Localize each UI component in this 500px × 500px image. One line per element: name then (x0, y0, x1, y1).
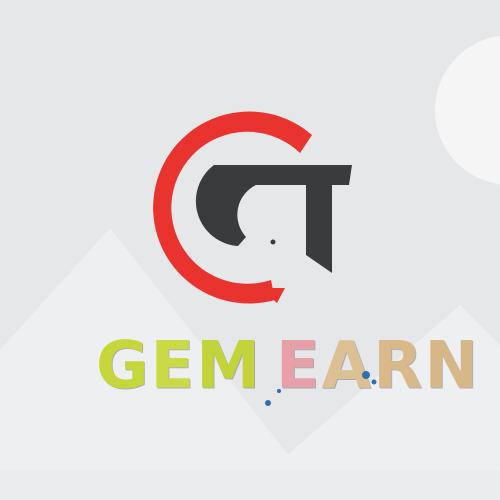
brand-word-gem: GEM (96, 325, 262, 407)
logo-dot (270, 239, 276, 245)
brand-word-earn: EARN (276, 325, 480, 407)
ground-strip (0, 470, 500, 500)
brand-letter: E (275, 328, 322, 404)
brand-letter: G (96, 328, 151, 404)
background-circle (435, 35, 500, 185)
mountain-left (0, 228, 300, 470)
logo-dark-stroke (195, 165, 352, 273)
brand-letter: A (321, 328, 374, 404)
brand-letter: N (424, 328, 481, 404)
brand-wordmark: GEM EARN (96, 325, 478, 407)
mountain-right (270, 305, 500, 470)
brand-letter: R (373, 328, 425, 404)
brand-letter: M (196, 328, 262, 404)
logo-red-arc (153, 111, 312, 304)
gem-earn-logo-icon (153, 111, 352, 304)
brand-letter: E (150, 328, 197, 404)
logo-red-tail (260, 288, 285, 303)
